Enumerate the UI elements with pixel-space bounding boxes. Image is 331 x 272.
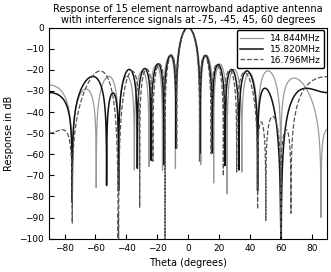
15.820MHz xyxy=(98,81,102,84)
16.796MHz xyxy=(325,75,329,78)
15.820MHz xyxy=(214,66,218,69)
Y-axis label: Response in dB: Response in dB xyxy=(4,95,14,171)
14.844MHz xyxy=(325,128,329,131)
16.796MHz xyxy=(228,69,232,72)
14.844MHz xyxy=(186,26,190,29)
16.796MHz xyxy=(98,69,102,73)
Line: 16.796MHz: 16.796MHz xyxy=(49,28,327,239)
15.820MHz xyxy=(279,237,283,240)
Line: 14.844MHz: 14.844MHz xyxy=(49,28,327,217)
15.820MHz xyxy=(228,69,232,72)
16.796MHz xyxy=(47,132,51,135)
14.844MHz xyxy=(255,103,259,106)
14.844MHz xyxy=(98,95,102,98)
15.820MHz xyxy=(325,91,329,94)
Legend: 14.844MHz, 15.820MHz, 16.796MHz: 14.844MHz, 15.820MHz, 16.796MHz xyxy=(237,30,324,68)
16.796MHz xyxy=(186,26,190,29)
15.820MHz xyxy=(255,109,259,113)
14.844MHz xyxy=(47,83,51,86)
14.844MHz xyxy=(214,73,218,76)
15.820MHz xyxy=(153,67,157,70)
16.796MHz xyxy=(214,64,218,67)
16.796MHz xyxy=(116,237,120,240)
15.820MHz xyxy=(186,26,190,29)
Title: Response of 15 element narrowband adaptive antenna
with interference signals at : Response of 15 element narrowband adapti… xyxy=(53,4,323,26)
14.844MHz xyxy=(153,64,157,67)
16.796MHz xyxy=(153,74,157,77)
16.796MHz xyxy=(255,127,259,131)
16.796MHz xyxy=(276,128,280,131)
15.820MHz xyxy=(47,91,51,94)
Line: 15.820MHz: 15.820MHz xyxy=(49,28,327,239)
14.844MHz xyxy=(228,76,232,79)
X-axis label: Theta (degrees): Theta (degrees) xyxy=(149,258,227,268)
15.820MHz xyxy=(276,135,280,138)
14.844MHz xyxy=(319,216,323,219)
14.844MHz xyxy=(276,90,280,94)
